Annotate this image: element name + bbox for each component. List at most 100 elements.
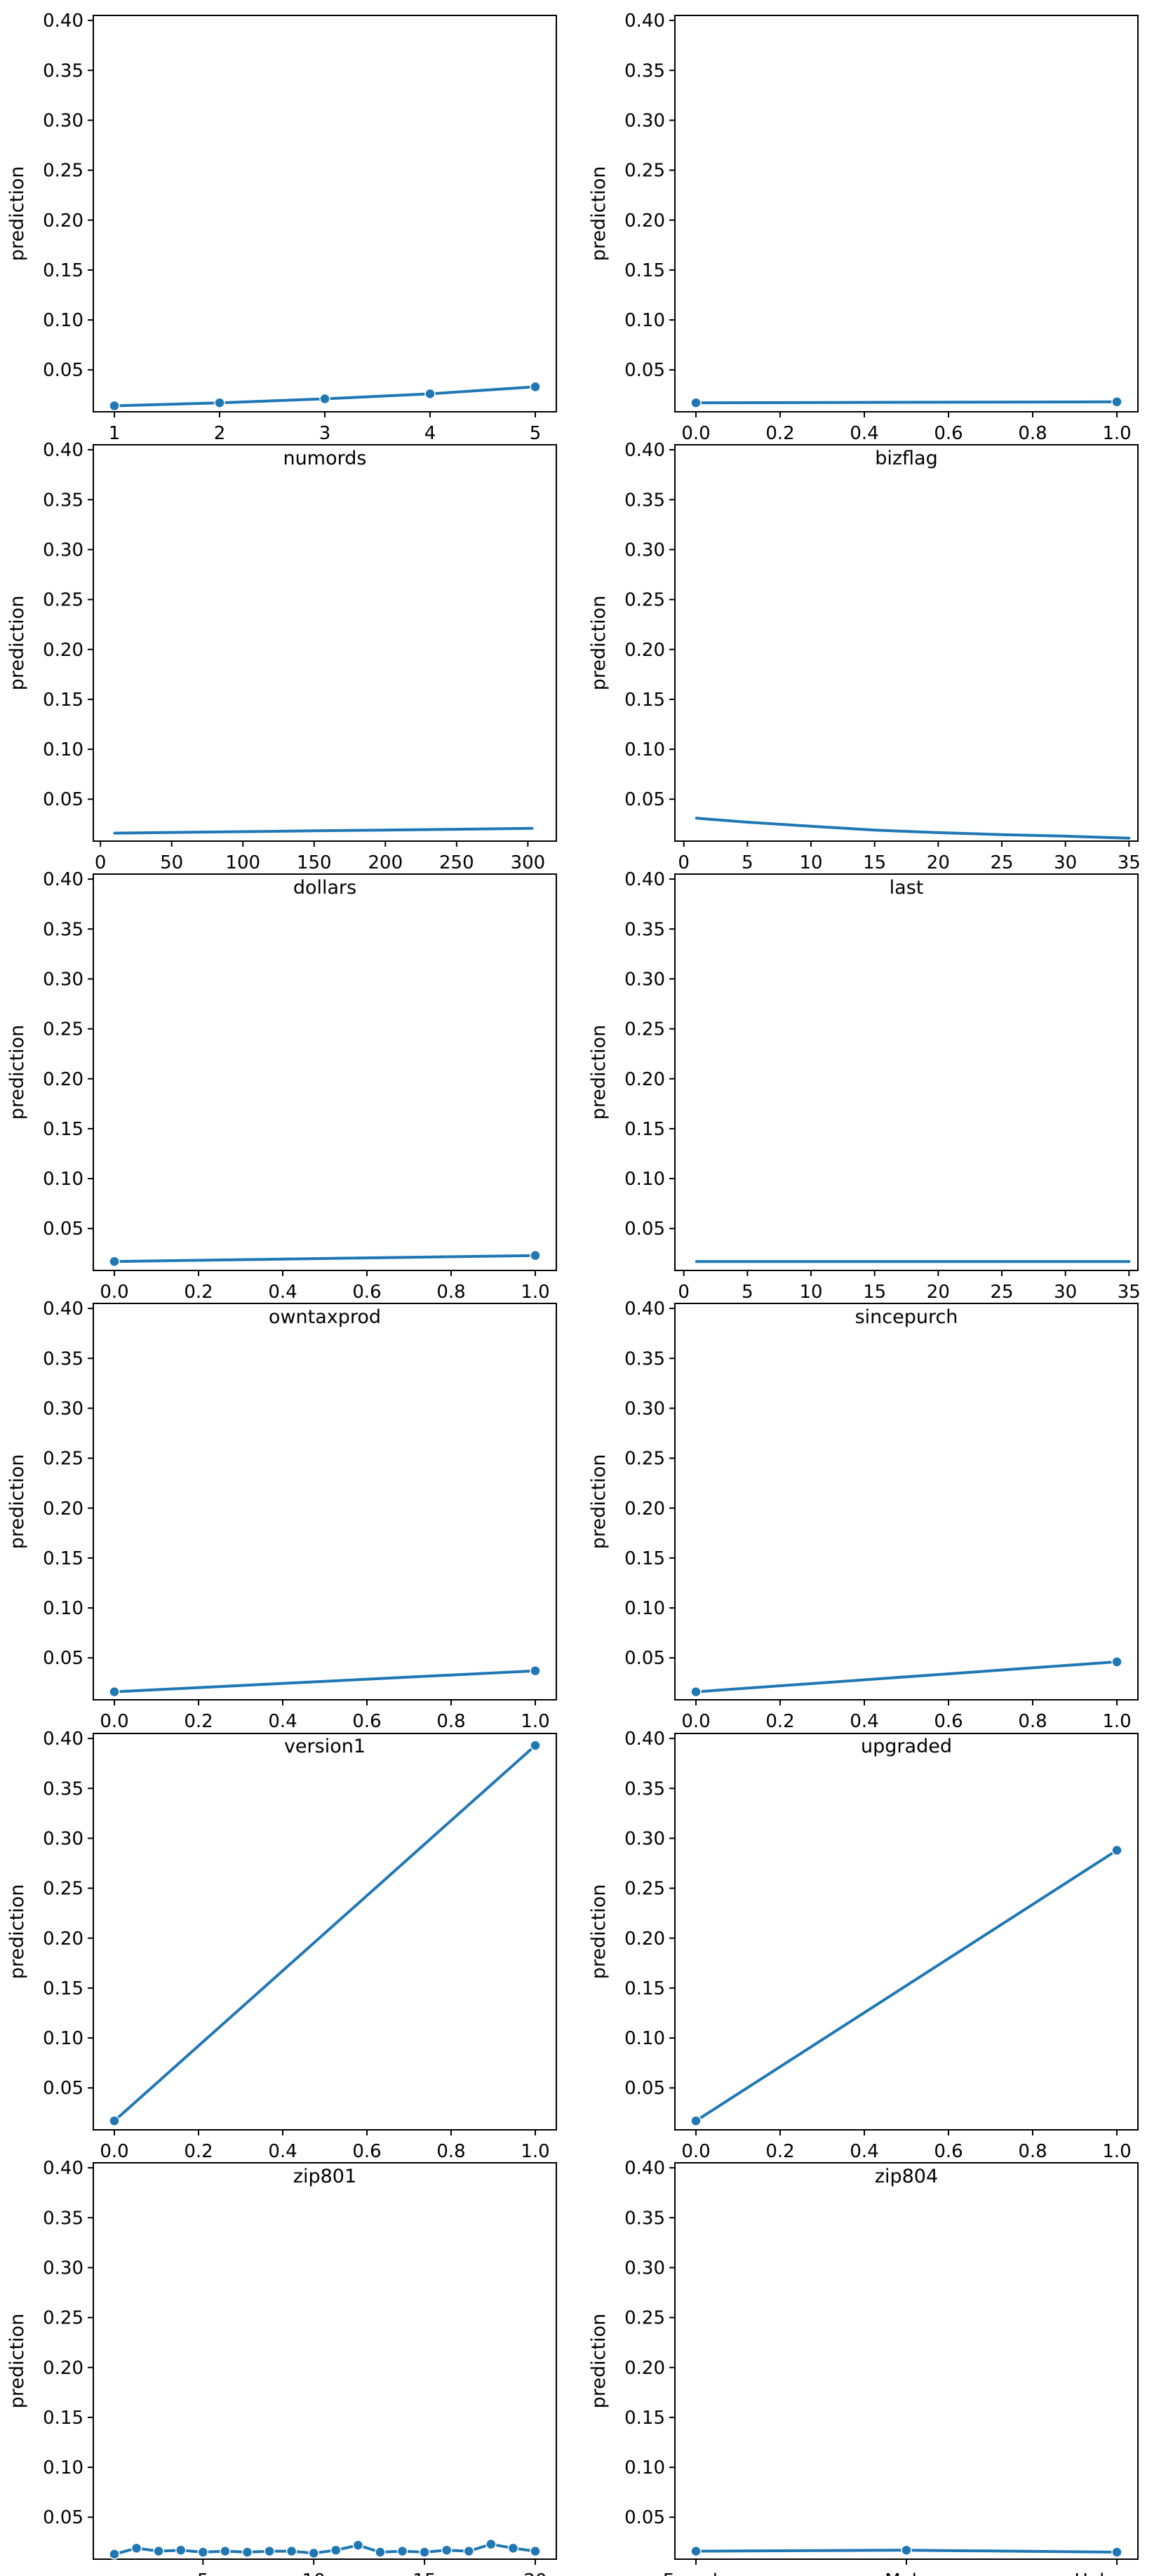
x-tick-label: Unknown bbox=[1075, 2570, 1160, 2576]
x-tick-label: 150 bbox=[297, 852, 332, 873]
data-point bbox=[109, 400, 120, 412]
data-point bbox=[375, 2547, 386, 2558]
y-tick-label: 0.40 bbox=[624, 869, 665, 890]
data-point bbox=[396, 2545, 408, 2557]
x-tick-label: 0.0 bbox=[100, 1282, 128, 1303]
y-tick-label: 0.15 bbox=[43, 260, 83, 281]
y-tick-label: 0.05 bbox=[624, 2078, 665, 2099]
data-point bbox=[109, 2549, 120, 2560]
x-tick-label: 1.0 bbox=[1102, 1711, 1131, 1732]
data-point bbox=[690, 2545, 702, 2557]
y-tick-label: 0.35 bbox=[43, 60, 83, 81]
y-tick-label: 0.30 bbox=[624, 1828, 665, 1849]
series-line bbox=[113, 1254, 537, 1263]
y-tick-label: 0.10 bbox=[43, 310, 83, 331]
y-tick-label: 0.35 bbox=[624, 2208, 665, 2229]
y-tick-label: 0.10 bbox=[43, 2457, 83, 2478]
panel-frame bbox=[93, 15, 557, 412]
x-tick-label: 300 bbox=[511, 852, 546, 873]
y-tick-label: 0.25 bbox=[624, 1019, 665, 1040]
y-tick-label: 0.10 bbox=[624, 1598, 665, 1619]
y-tick-label: 0.05 bbox=[43, 1648, 83, 1669]
x-tick-label: 0.8 bbox=[1018, 423, 1047, 444]
series-line bbox=[695, 817, 1131, 840]
y-axis-label: prediction bbox=[588, 1884, 610, 1979]
data-point bbox=[530, 381, 541, 393]
x-tick-label: 20 bbox=[523, 2570, 547, 2576]
series-line bbox=[695, 1660, 1118, 1693]
x-tick-label: 0.6 bbox=[934, 2141, 963, 2162]
y-tick-label: 0.15 bbox=[624, 2408, 665, 2429]
y-tick-label: 0.40 bbox=[624, 1729, 665, 1750]
x-tick-label: 0.4 bbox=[850, 2141, 878, 2162]
y-tick-label: 0.20 bbox=[624, 1928, 665, 1950]
x-tick-label: 0.2 bbox=[765, 2141, 794, 2162]
y-tick-label: 0.05 bbox=[624, 2507, 665, 2528]
y-tick-label: 0.25 bbox=[624, 1449, 665, 1470]
x-tick-label: 10 bbox=[799, 852, 822, 873]
x-axis-label: last bbox=[890, 877, 924, 899]
y-tick-label: 0.40 bbox=[624, 11, 665, 32]
data-point bbox=[463, 2545, 475, 2557]
x-tick-label: 1.0 bbox=[521, 2141, 549, 2162]
x-tick-label: 5 bbox=[197, 2570, 209, 2576]
data-point bbox=[530, 2545, 541, 2557]
data-point bbox=[153, 2545, 164, 2557]
y-tick-label: 0.15 bbox=[624, 260, 665, 281]
y-tick-label: 0.40 bbox=[43, 440, 83, 461]
x-axis-label: zip804 bbox=[875, 2166, 938, 2187]
y-tick-label: 0.05 bbox=[43, 789, 83, 810]
y-tick-label: 0.35 bbox=[43, 919, 83, 940]
panel-sincepurch: 0.05 0.10 0.15 0.20 0.25 0.30 0.35 0.40 0 5 10 15 20… bbox=[588, 869, 1141, 1328]
data-point bbox=[308, 2547, 319, 2559]
x-tick-label: 0.2 bbox=[765, 423, 794, 444]
panel-dollars: 0.05 0.10 0.15 0.20 0.25 0.30 0.35 0.40 0 50 100 15… bbox=[6, 440, 557, 899]
y-tick-label: 0.30 bbox=[43, 1398, 83, 1419]
x-tick-label: 0 bbox=[678, 852, 690, 873]
x-tick-label: 1 bbox=[109, 423, 121, 444]
y-tick-label: 0.15 bbox=[43, 1978, 83, 1999]
x-tick-label: 0.4 bbox=[268, 1711, 297, 1732]
y-axis-label: prediction bbox=[588, 596, 610, 690]
x-axis-label: owntaxprod bbox=[269, 1306, 381, 1328]
y-tick-label: 0.35 bbox=[624, 490, 665, 511]
x-tick-label: 15 bbox=[863, 852, 886, 873]
data-point bbox=[485, 2538, 497, 2550]
y-tick-label: 0.25 bbox=[43, 1879, 83, 1900]
panel-last: 0.05 0.10 0.15 0.20 0.25 0.30 0.35 0.40 0 5 10 15 20… bbox=[588, 440, 1141, 899]
y-tick-label: 0.20 bbox=[43, 2358, 83, 2379]
y-tick-label: 0.40 bbox=[43, 2158, 83, 2179]
y-tick-label: 0.10 bbox=[43, 1598, 83, 1619]
panel-frame bbox=[674, 873, 1139, 1271]
x-tick-label: 0.2 bbox=[184, 1711, 213, 1732]
y-tick-label: 0.30 bbox=[624, 110, 665, 131]
x-tick-label: 0.8 bbox=[436, 2141, 465, 2162]
x-tick-label: 30 bbox=[1054, 1282, 1077, 1303]
data-point bbox=[690, 397, 702, 408]
series-line bbox=[113, 1669, 537, 1693]
data-point bbox=[352, 2540, 364, 2551]
y-tick-label: 0.20 bbox=[624, 1069, 665, 1090]
y-tick-label: 0.20 bbox=[43, 1928, 83, 1950]
y-tick-label: 0.30 bbox=[624, 969, 665, 990]
y-tick-label: 0.25 bbox=[43, 1449, 83, 1470]
x-tick-label: 0.6 bbox=[352, 1282, 381, 1303]
x-tick-label: 0.6 bbox=[934, 1711, 963, 1732]
data-point bbox=[220, 2545, 231, 2557]
y-axis-label: prediction bbox=[588, 166, 610, 261]
y-tick-label: 0.30 bbox=[624, 2258, 665, 2279]
y-tick-label: 0.10 bbox=[624, 2457, 665, 2478]
x-tick-label: 2 bbox=[214, 423, 226, 444]
y-tick-label: 0.15 bbox=[624, 1119, 665, 1140]
x-tick-label: 10 bbox=[799, 1282, 822, 1303]
x-tick-label: 4 bbox=[424, 423, 436, 444]
data-point bbox=[109, 1686, 120, 1698]
panel-version1: 0.05 0.10 0.15 0.20 0.25 0.30 0.35 0.40 0.0 0.2 0.… bbox=[6, 1299, 557, 1757]
data-point bbox=[419, 2547, 430, 2558]
panel-numords: 0.05 0.10 0.15 0.20 0.25 0.30 0.35 0.40 1 2 3 4 5 num… bbox=[6, 11, 557, 469]
x-tick-label: 20 bbox=[927, 852, 950, 873]
panel-frame bbox=[674, 1303, 1139, 1700]
data-point bbox=[1111, 2547, 1122, 2558]
data-point bbox=[286, 2545, 297, 2557]
